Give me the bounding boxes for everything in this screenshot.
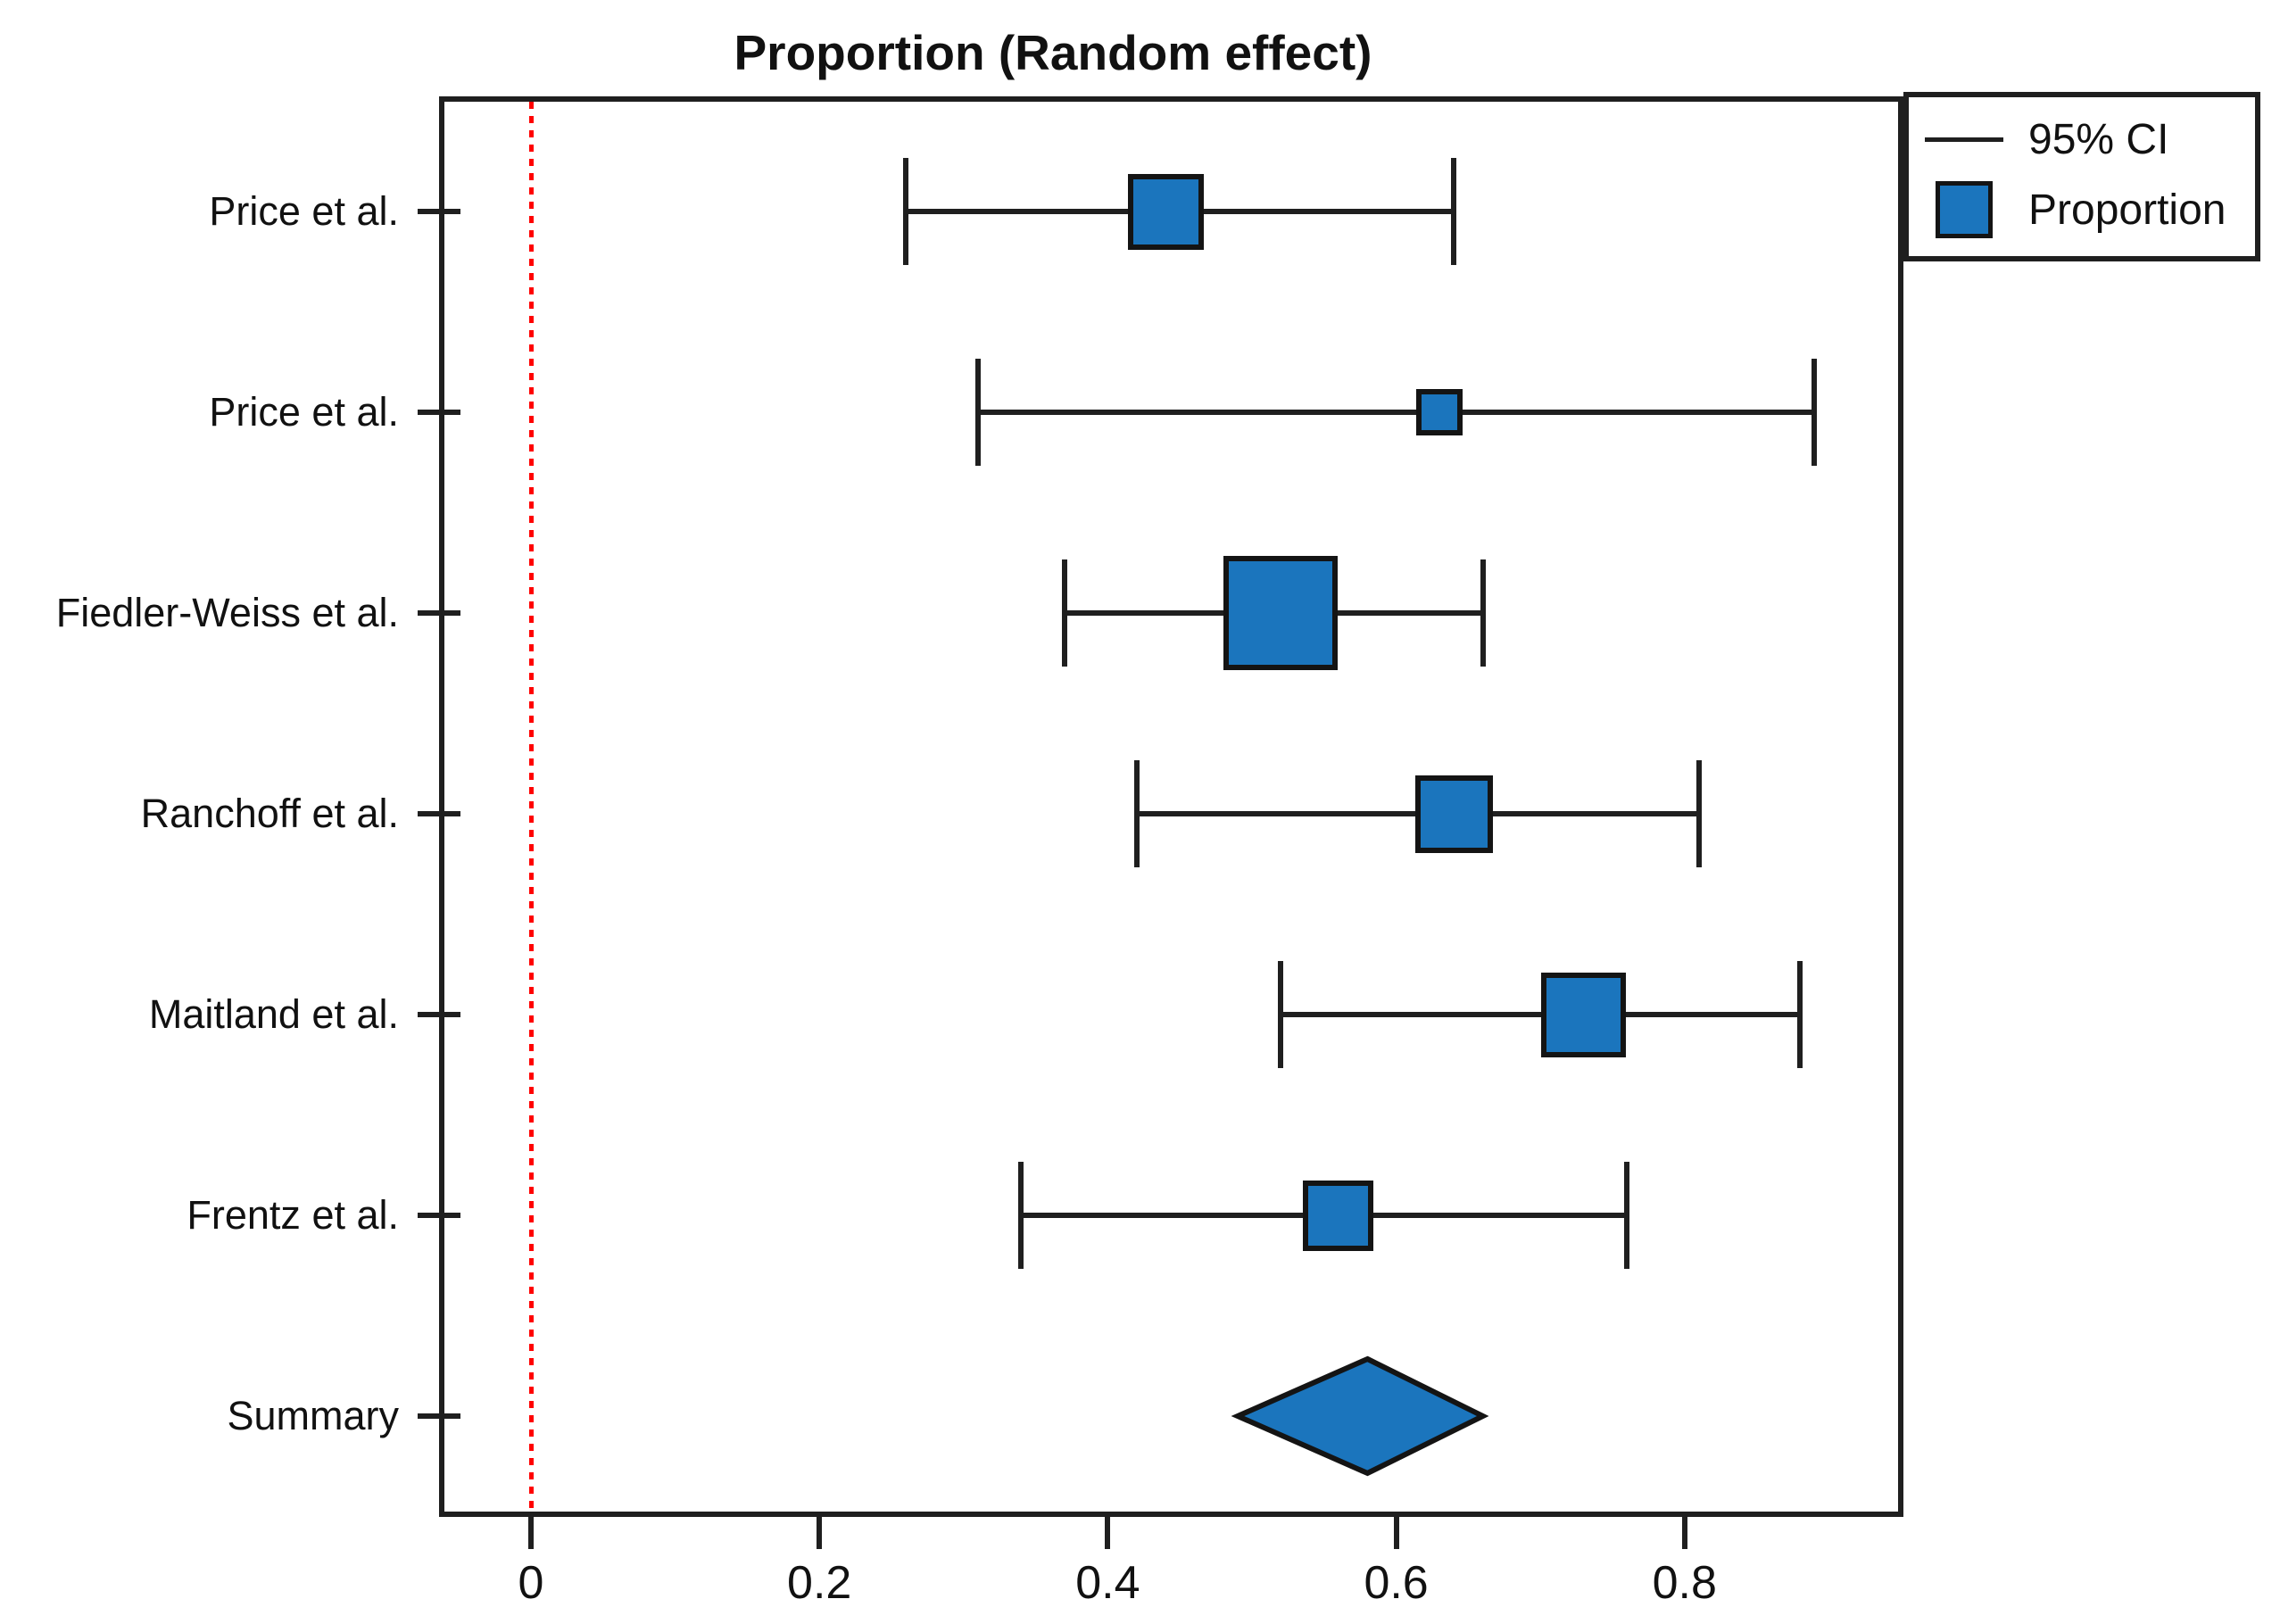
axis-row-tick: [418, 1213, 460, 1218]
proportion-marker: [1416, 389, 1463, 435]
legend-ci-entry: 95% CI: [1923, 115, 2255, 164]
legend-ci-swatch-area: [1923, 137, 2005, 142]
ci-line: [977, 410, 1815, 415]
proportion-square-icon: [1936, 181, 1993, 239]
legend-proportion-entry: Proportion: [1923, 181, 2255, 239]
axis-row-tick: [418, 1413, 460, 1419]
axis-row-tick: [418, 610, 460, 616]
ci-cap-right: [1480, 559, 1486, 667]
ci-cap-right: [1695, 760, 1702, 867]
study-label: Fiedler-Weiss et al.: [55, 590, 399, 635]
zero-reference-line: [529, 102, 534, 1514]
summary-label: Summary: [227, 1393, 399, 1438]
ci-line: [1281, 1012, 1801, 1017]
proportion-marker: [1303, 1180, 1374, 1251]
study-label: Price et al.: [209, 389, 399, 435]
study-label: Maitland et al.: [148, 991, 399, 1037]
summary-diamond: [1231, 1355, 1489, 1477]
ci-cap-left: [1061, 559, 1067, 667]
x-axis-tick-label: 0: [518, 1557, 544, 1609]
legend-ci-label: 95% CI: [2028, 115, 2169, 163]
legend-proportion-label: Proportion: [2028, 186, 2226, 234]
axis-row-tick: [418, 811, 460, 816]
x-axis-tick: [1681, 1517, 1687, 1549]
ci-cap-right: [1812, 359, 1818, 466]
x-axis-tick: [528, 1517, 534, 1549]
ci-cap-left: [1133, 760, 1140, 867]
legend-proportion-swatch-area: [1923, 181, 2005, 239]
study-label: Ranchoff et al.: [140, 791, 399, 836]
ci-cap-right: [1451, 158, 1457, 265]
proportion-marker: [1223, 556, 1339, 670]
x-axis-tick: [1393, 1517, 1399, 1549]
axis-row-tick: [418, 209, 460, 214]
ci-cap-left: [903, 158, 909, 265]
ci-cap-right: [1797, 961, 1803, 1068]
study-label: Frentz et al.: [187, 1192, 399, 1238]
ci-line-icon: [1925, 137, 2003, 142]
ci-cap-left: [1278, 961, 1284, 1068]
x-axis-tick-label: 0.6: [1364, 1557, 1429, 1609]
chart-title: Proportion (Random effect): [734, 25, 1372, 80]
proportion-marker: [1541, 972, 1627, 1057]
axis-row-tick: [418, 410, 460, 415]
legend: 95% CI Proportion: [1903, 92, 2260, 261]
axis-row-tick: [418, 1012, 460, 1017]
ci-cap-right: [1624, 1162, 1630, 1269]
plot-area-border: [439, 96, 1903, 1517]
x-axis-tick-label: 0.2: [787, 1557, 852, 1609]
ci-cap-left: [974, 359, 981, 466]
study-label: Price et al.: [209, 188, 399, 234]
ci-cap-left: [1018, 1162, 1024, 1269]
x-axis-tick: [1105, 1517, 1111, 1549]
proportion-marker: [1414, 775, 1493, 853]
x-axis-tick-label: 0.4: [1075, 1557, 1140, 1609]
proportion-marker: [1127, 173, 1204, 250]
x-axis-tick: [817, 1517, 823, 1549]
x-axis-tick-label: 0.8: [1652, 1557, 1717, 1609]
